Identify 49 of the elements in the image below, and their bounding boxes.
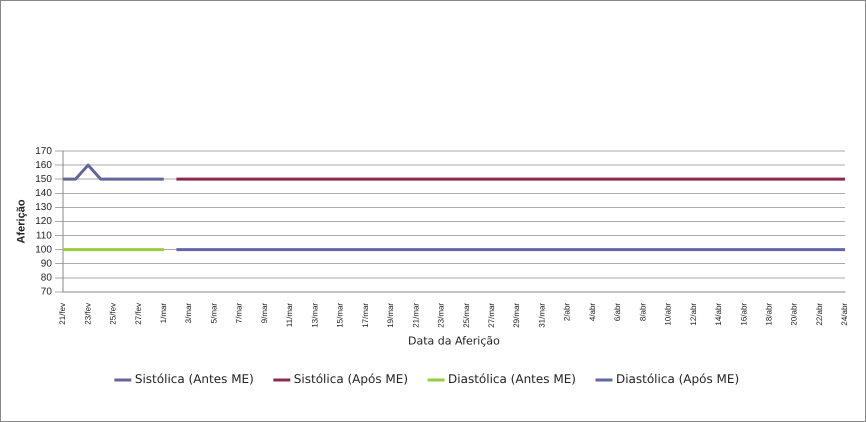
x-tick-label: 29/mar [512,302,522,328]
x-tick-label: 25/mar [462,302,471,328]
x-tick-label: 1/mar [159,302,168,324]
x-tick-label: 5/mar [209,302,218,324]
y-tick-label: 80 [40,272,52,284]
x-tick-label: 24/abr [840,302,850,326]
x-tick-label: 23/fev [83,302,92,325]
x-tick-label: 15/mar [336,302,345,328]
legend-label: Sistólica (Antes ME) [134,372,254,386]
x-tick-label: 23/mar [436,302,446,328]
legend-label: Diastólica (Após ME) [616,372,740,386]
x-tick-label: 7/mar [234,302,244,324]
y-tick-label: 100 [35,244,52,256]
y-tick-label: 90 [40,258,52,270]
x-tick-label: 27/fev [134,302,143,325]
x-tick-label: 3/mar [184,302,194,324]
x-tick-label: 8/abr [638,302,648,322]
x-tick-label: 22/abr [814,302,824,326]
x-tick-label: 9/mar [260,302,269,324]
y-tick-label: 110 [36,230,52,242]
x-tick-label: 19/mar [386,302,396,328]
x-tick-label: 6/abr [613,302,622,322]
x-tick-label: 13/mar [310,302,320,328]
x-tick-label: 25/fev [108,302,118,325]
x-tick-label: 2/abr [562,302,572,322]
x-tick-label: 21/mar [411,302,420,328]
x-tick-label: 21/fev [58,302,68,325]
x-tick-label: 14/abr [714,302,724,326]
x-tick-label: 4/abr [588,302,597,322]
x-tick-label: 10/abr [664,302,673,326]
legend-label: Diastólica (Antes ME) [448,372,576,386]
x-tick-label: 16/abr [739,302,748,326]
y-tick-label: 170 [35,146,52,157]
y-axis-title: Aferição [16,199,28,244]
y-tick-label: 150 [35,174,52,185]
x-tick-label: 20/abr [790,302,799,326]
y-tick-label: 130 [35,202,52,214]
y-tick-label: 140 [35,188,52,200]
y-tick-label: 70 [40,286,52,298]
legend-label: Sistólica (Após ME) [294,372,408,386]
x-tick-label: 11/mar [285,302,294,328]
y-tick-label: 160 [35,160,52,171]
x-tick-label: 18/abr [764,302,774,326]
x-tick-label: 12/abr [688,302,698,326]
x-tick-label: 17/mar [360,302,370,328]
x-tick-label: 27/mar [486,302,496,328]
y-tick-label: 120 [35,216,52,228]
x-tick-label: 31/mar [537,302,546,328]
x-axis-title: Data da Aferição [408,334,500,348]
